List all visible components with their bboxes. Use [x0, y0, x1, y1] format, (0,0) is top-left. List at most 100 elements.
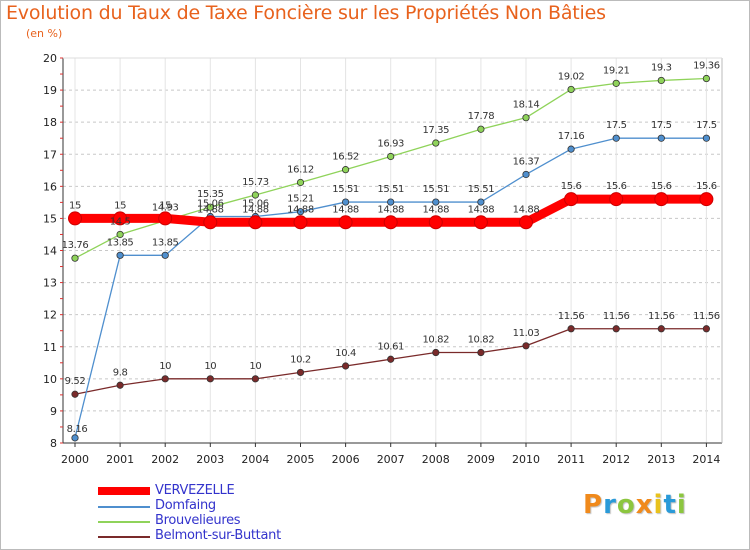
data-label: 11.56 [693, 311, 720, 322]
data-point [338, 215, 353, 230]
x-tick-label: 2010 [512, 453, 540, 466]
data-label: 10.82 [422, 335, 449, 346]
data-point [522, 114, 530, 122]
legend-swatch-domfaing [98, 506, 150, 508]
logo-letter: r [603, 490, 617, 520]
chart-subtitle: (en %) [26, 27, 63, 40]
logo-letter: i [653, 490, 664, 520]
data-label: 19.3 [651, 62, 672, 73]
y-tick-label: 15 [43, 212, 57, 225]
y-tick-label: 20 [43, 52, 57, 65]
y-tick-label: 17 [43, 148, 57, 161]
data-point [206, 375, 214, 383]
data-point [564, 192, 579, 207]
data-point [567, 145, 575, 153]
legend-label: Brouvelieures [155, 513, 241, 528]
data-label: 13.85 [152, 237, 179, 248]
proxiti-logo: Proxiti [583, 490, 687, 520]
data-label: 16.12 [287, 164, 314, 175]
x-tick-label: 2011 [557, 453, 585, 466]
data-label: 14.88 [332, 204, 359, 215]
data-point [341, 362, 350, 370]
x-tick-label: 2007 [377, 453, 405, 466]
data-label: 10 [159, 361, 171, 372]
data-point [432, 198, 440, 206]
x-tick-label: 2000 [61, 453, 89, 466]
data-point [473, 215, 488, 230]
data-point [341, 198, 350, 206]
x-tick-label: 2013 [647, 453, 675, 466]
y-tick-label: 16 [43, 180, 57, 193]
data-label: 14.88 [197, 204, 224, 215]
logo-letter: t [663, 490, 677, 520]
data-point [116, 230, 124, 239]
data-point [387, 355, 395, 363]
data-point [71, 254, 79, 262]
data-label: 15.51 [422, 184, 449, 195]
data-point [519, 215, 533, 230]
data-label: 15.6 [606, 181, 627, 192]
data-point [612, 325, 620, 333]
x-tick-label: 2003 [196, 453, 224, 466]
data-point [71, 434, 79, 442]
data-point [477, 348, 485, 357]
legend-swatch-belmont [98, 536, 150, 538]
x-tick-label: 2004 [241, 453, 269, 466]
data-point [116, 251, 124, 259]
data-label: 15.51 [377, 184, 404, 195]
data-label: 18.14 [513, 100, 540, 111]
legend-label: Belmont-sur-Buttant [155, 528, 281, 543]
data-label: 14.5 [110, 216, 131, 227]
data-label: 17.5 [651, 120, 672, 131]
data-label: 14.88 [468, 204, 495, 215]
data-point [702, 325, 711, 333]
data-label: 13.85 [107, 237, 134, 248]
legend-label: Domfaing [155, 498, 216, 513]
data-label: 14.88 [377, 204, 404, 215]
data-point [116, 381, 124, 389]
logo-letter: P [583, 490, 604, 520]
y-tick-label: 11 [43, 341, 57, 354]
data-point [702, 74, 711, 83]
data-point [206, 203, 214, 211]
x-tick-label: 2006 [332, 453, 360, 466]
data-label: 15.06 [242, 198, 269, 209]
legend-label: VERVEZELLE [155, 483, 235, 498]
data-point [657, 134, 665, 142]
data-point [387, 152, 395, 161]
data-label: 19.36 [693, 61, 720, 72]
data-label: 14.88 [513, 204, 540, 215]
data-point [609, 192, 624, 207]
x-tick-label: 2005 [287, 453, 315, 466]
data-point [567, 85, 575, 94]
data-label: 17.5 [696, 120, 717, 131]
x-tick-label: 2014 [692, 453, 720, 466]
y-tick-label: 9 [50, 405, 57, 418]
data-label: 17.78 [468, 111, 495, 122]
data-label: 19.02 [558, 71, 585, 82]
data-point [296, 368, 305, 377]
data-point [612, 134, 620, 142]
data-label: 15.51 [332, 184, 359, 195]
y-tick-label: 12 [43, 309, 57, 322]
legend-swatch-brouvelieures [98, 521, 150, 523]
data-point [387, 198, 395, 206]
data-point [699, 192, 714, 207]
y-tick-label: 8 [50, 437, 57, 450]
data-point [341, 166, 350, 174]
data-label: 17.16 [558, 131, 585, 142]
data-point [383, 215, 398, 230]
data-point [428, 215, 443, 230]
y-tick-label: 10 [43, 373, 57, 386]
logo-letter: i [676, 490, 687, 520]
data-point [657, 325, 665, 333]
x-tick-label: 2012 [602, 453, 630, 466]
data-label: 15.73 [242, 177, 269, 188]
x-tick-label: 2001 [106, 453, 134, 466]
data-label: 16.37 [513, 156, 540, 167]
data-point [161, 375, 169, 383]
data-point [71, 390, 79, 398]
